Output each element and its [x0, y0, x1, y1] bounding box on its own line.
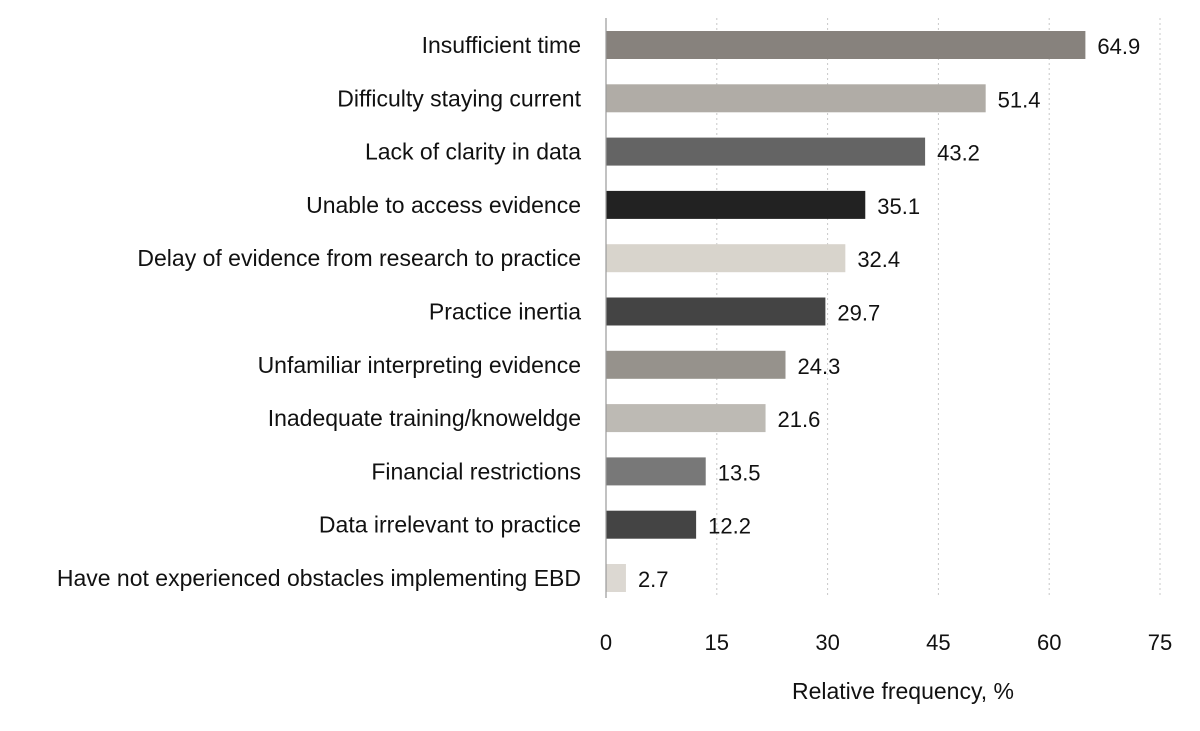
bar	[606, 84, 986, 113]
category-label: Data irrelevant to practice	[319, 512, 581, 538]
bar	[606, 190, 866, 219]
bar	[606, 510, 697, 539]
value-label: 32.4	[857, 247, 900, 272]
category-label: Difficulty staying current	[337, 85, 581, 111]
category-label: Insufficient time	[422, 32, 581, 58]
value-label: 12.2	[708, 514, 751, 539]
value-label: 51.4	[998, 87, 1041, 112]
bar	[606, 137, 926, 166]
bars	[606, 31, 1086, 592]
bar	[606, 350, 786, 379]
value-labels: 64.9 51.4 43.2 35.1 32.4 29.7 24.3 21.6 13.5 12.2…	[638, 34, 1140, 592]
bar	[606, 564, 626, 592]
x-tick-label: 45	[926, 630, 950, 655]
bar	[606, 404, 766, 433]
category-label: Unable to access evidence	[306, 192, 581, 218]
value-label: 2.7	[638, 567, 669, 592]
category-label: Financial restrictions	[371, 458, 581, 484]
x-axis-ticks: 0 15 30 45 60 75	[600, 630, 1172, 655]
value-label: 64.9	[1097, 34, 1140, 59]
bar	[606, 297, 826, 326]
category-label: Unfamiliar interpreting evidence	[258, 352, 581, 378]
bar	[606, 31, 1086, 59]
category-label: Have not experienced obstacles implement…	[57, 565, 581, 591]
value-label: 13.5	[718, 460, 761, 485]
category-label: Delay of evidence from research to pract…	[137, 245, 581, 271]
value-label: 21.6	[778, 407, 821, 432]
value-label: 35.1	[877, 194, 920, 219]
x-tick-label: 15	[705, 630, 729, 655]
x-tick-label: 0	[600, 630, 612, 655]
category-label: Inadequate training/knoweldge	[268, 405, 581, 431]
x-tick-label: 60	[1037, 630, 1061, 655]
bar	[606, 457, 706, 486]
value-label: 29.7	[837, 301, 880, 326]
x-tick-label: 75	[1148, 630, 1172, 655]
bar	[606, 244, 846, 273]
x-axis-title: Relative frequency, %	[792, 678, 1014, 704]
category-label: Lack of clarity in data	[365, 139, 581, 165]
category-label: Practice inertia	[429, 299, 581, 325]
category-labels: Insufficient time Difficulty staying curr…	[57, 32, 582, 591]
value-label: 24.3	[797, 354, 840, 379]
x-tick-label: 30	[815, 630, 839, 655]
value-label: 43.2	[937, 141, 980, 166]
